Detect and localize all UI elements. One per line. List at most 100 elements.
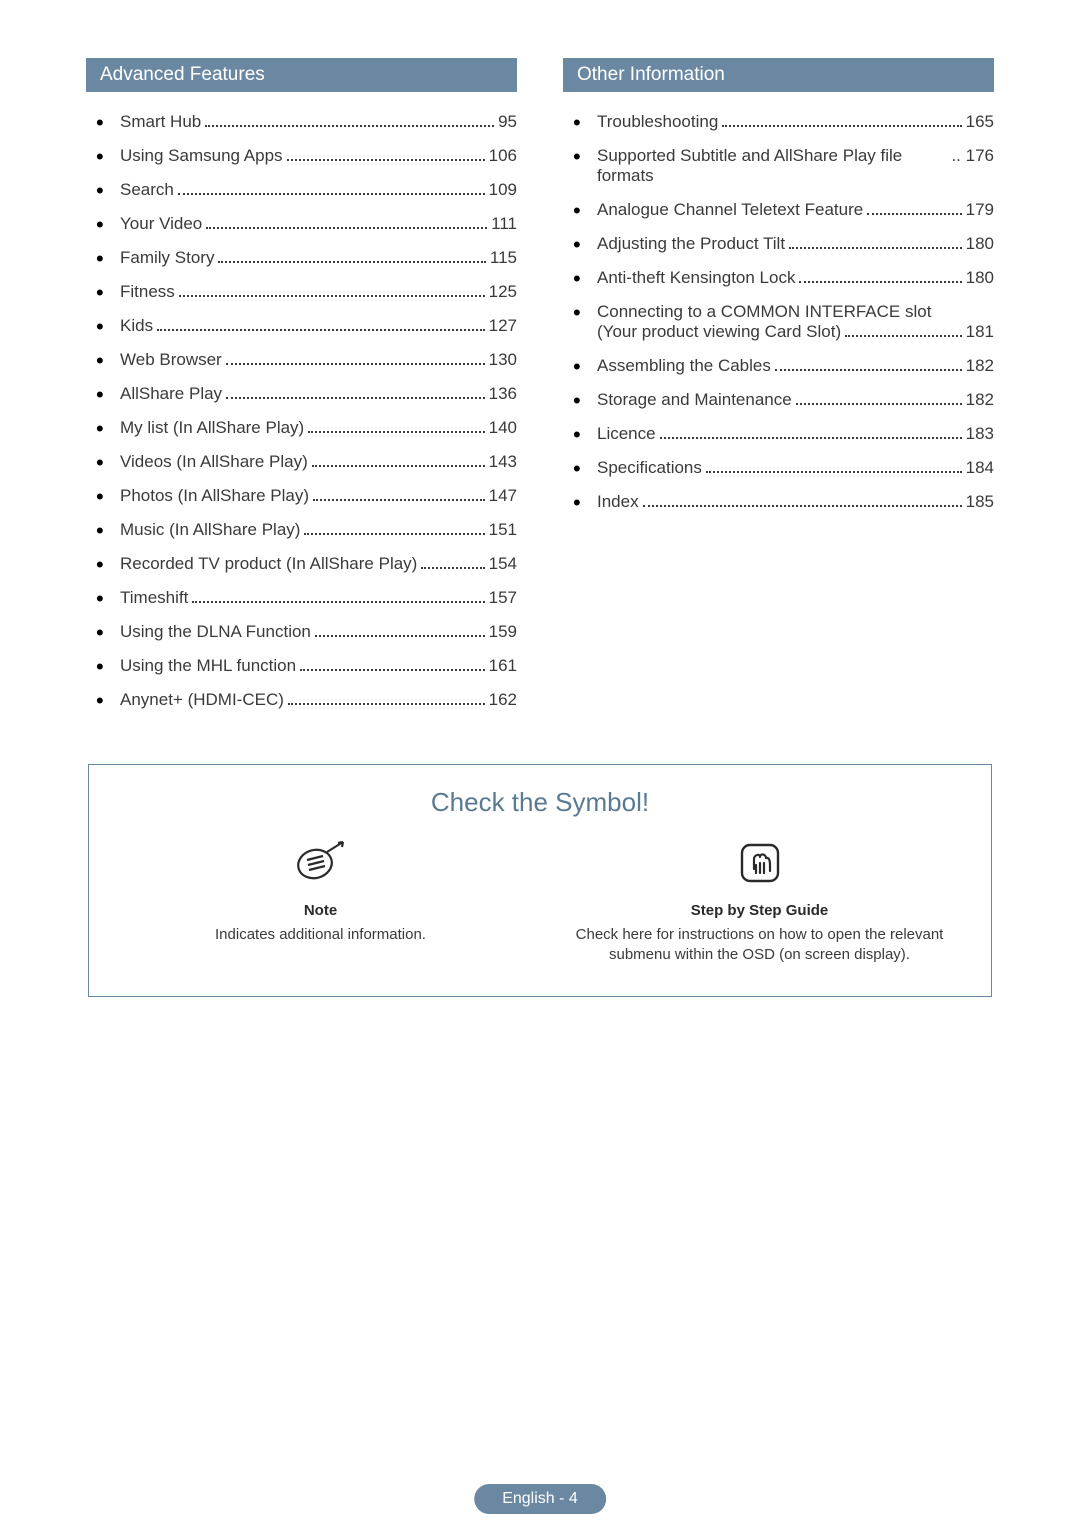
- toc-title: Supported Subtitle and AllShare Play fil…: [597, 146, 948, 186]
- toc-list-left: Smart Hub95Using Samsung Apps106Search10…: [86, 112, 517, 710]
- toc-item: Family Story 115: [96, 248, 517, 268]
- toc-page: 159: [489, 622, 517, 642]
- toc-item: Using the MHL function 161: [96, 656, 517, 676]
- toc-title: Timeshift: [120, 588, 188, 608]
- symbol-box: Check the Symbol! Note Indicat: [88, 764, 992, 997]
- toc-item: Anynet+ (HDMI-CEC)162: [96, 690, 517, 710]
- toc-title: Web Browser: [120, 350, 222, 370]
- note-heading: Note: [304, 902, 337, 919]
- toc-page: 181: [966, 322, 994, 342]
- left-column: Advanced Features Smart Hub95Using Samsu…: [86, 58, 517, 724]
- toc-title: Using the DLNA Function: [120, 622, 311, 642]
- toc-page: 183: [966, 424, 994, 444]
- toc-page: 106: [489, 146, 517, 166]
- toc-dots: [722, 125, 961, 127]
- toc-item: Fitness 125: [96, 282, 517, 302]
- guide-heading: Step by Step Guide: [691, 902, 829, 919]
- toc-dots: [206, 227, 487, 229]
- toc-dots: [775, 369, 962, 371]
- symbol-row: Note Indicates additional information.: [101, 836, 979, 966]
- toc-dots: [706, 471, 962, 473]
- toc-dots: [157, 329, 485, 331]
- toc-title: Photos (In AllShare Play): [120, 486, 309, 506]
- toc-title: Assembling the Cables: [597, 356, 771, 376]
- toc-title: Connecting to a COMMON INTERFACE slot: [597, 302, 994, 322]
- toc-title: Kids: [120, 316, 153, 336]
- toc-item: Connecting to a COMMON INTERFACE slot(Yo…: [573, 302, 994, 342]
- toc-dots: [205, 125, 494, 127]
- toc-title: Anti-theft Kensington Lock: [597, 268, 795, 288]
- toc-item: AllShare Play136: [96, 384, 517, 404]
- toc-page: 115: [490, 248, 517, 268]
- toc-item: Using the DLNA Function 159: [96, 622, 517, 642]
- toc-dots: [179, 295, 485, 297]
- toc-item: Music (In AllShare Play) 151: [96, 520, 517, 540]
- toc-page: 95: [498, 112, 517, 132]
- toc-page: 182: [966, 390, 994, 410]
- toc-page: 180: [966, 234, 994, 254]
- toc-page: 147: [489, 486, 517, 506]
- toc-title: Licence: [597, 424, 656, 444]
- toc-item: Specifications 184: [573, 458, 994, 478]
- toc-dots: [313, 499, 485, 501]
- toc-item: Assembling the Cables 182: [573, 356, 994, 376]
- toc-item: Recorded TV product (In AllShare Play) 15…: [96, 554, 517, 574]
- toc-dots: [643, 505, 962, 507]
- toc-title: Search: [120, 180, 174, 200]
- symbol-guide-col: Step by Step Guide Check here for instru…: [540, 836, 979, 966]
- toc-title: Index: [597, 492, 639, 512]
- note-desc: Indicates additional information.: [215, 925, 426, 945]
- toc-page: 182: [966, 356, 994, 376]
- toc-page: 154: [489, 554, 517, 574]
- toc-title: Adjusting the Product Tilt: [597, 234, 785, 254]
- symbol-note-col: Note Indicates additional information.: [101, 836, 540, 945]
- toc-page: 111: [491, 214, 517, 234]
- toc-page: 161: [489, 656, 517, 676]
- toc-page: 184: [966, 458, 994, 478]
- toc-item: Storage and Maintenance182: [573, 390, 994, 410]
- toc-dots: [421, 567, 484, 569]
- guide-icon: [736, 836, 784, 890]
- toc-title: (Your product viewing Card Slot): [597, 322, 841, 342]
- toc-page: 157: [489, 588, 517, 608]
- toc-item: Index185: [573, 492, 994, 512]
- toc-dots: [312, 465, 485, 467]
- toc-title: Your Video: [120, 214, 202, 234]
- toc-dots: [178, 193, 485, 195]
- toc-dots: [845, 335, 962, 337]
- toc-page: 125: [489, 282, 517, 302]
- toc-item: Timeshift 157: [96, 588, 517, 608]
- toc-page: 179: [966, 200, 994, 220]
- toc-page: 180: [966, 268, 994, 288]
- toc-page: .. 176: [951, 146, 994, 166]
- toc-item: Web Browser130: [96, 350, 517, 370]
- toc-page: 136: [489, 384, 517, 404]
- toc-page: 151: [489, 520, 517, 540]
- toc-item: Smart Hub95: [96, 112, 517, 132]
- toc-dots: [192, 601, 484, 603]
- toc-dots: [315, 635, 485, 637]
- toc-dots: [789, 247, 962, 249]
- toc-dots: [288, 703, 485, 705]
- toc-item: Search109: [96, 180, 517, 200]
- toc-page: 165: [966, 112, 994, 132]
- toc-item: Using Samsung Apps106: [96, 146, 517, 166]
- toc-title: Using the MHL function: [120, 656, 296, 676]
- toc-dots: [799, 281, 961, 283]
- toc-item: Anti-theft Kensington Lock 180: [573, 268, 994, 288]
- toc-item: Kids 127: [96, 316, 517, 336]
- toc-title: Analogue Channel Teletext Feature: [597, 200, 863, 220]
- toc-page: 127: [489, 316, 517, 336]
- toc-title: Fitness: [120, 282, 175, 302]
- toc-item: Adjusting the Product Tilt 180: [573, 234, 994, 254]
- toc-columns: Advanced Features Smart Hub95Using Samsu…: [86, 58, 994, 724]
- toc-title: Specifications: [597, 458, 702, 478]
- toc-item: Supported Subtitle and AllShare Play fil…: [573, 146, 994, 186]
- toc-title: Music (In AllShare Play): [120, 520, 300, 540]
- toc-item: Troubleshooting 165: [573, 112, 994, 132]
- toc-dots: [308, 431, 484, 433]
- toc-title: Troubleshooting: [597, 112, 718, 132]
- toc-dots: [226, 363, 485, 365]
- toc-title: Family Story: [120, 248, 214, 268]
- toc-title: Recorded TV product (In AllShare Play): [120, 554, 417, 574]
